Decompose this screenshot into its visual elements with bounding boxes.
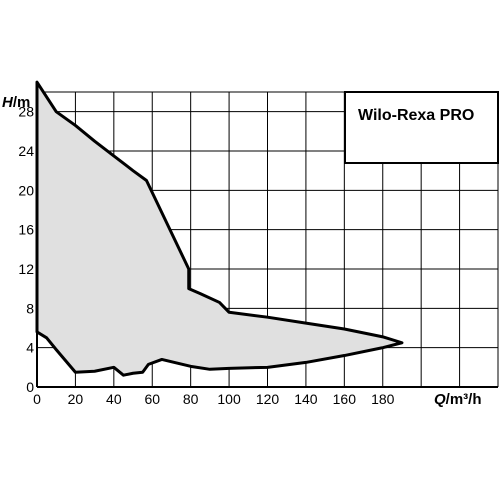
title-box bbox=[344, 91, 499, 164]
x-tick-label: 0 bbox=[33, 391, 41, 407]
chart-title: Wilo-Rexa PRO bbox=[358, 107, 474, 124]
x-axis-variable: Q bbox=[434, 391, 446, 408]
x-tick-label: 40 bbox=[106, 391, 122, 407]
axes bbox=[36, 92, 498, 388]
x-tick-label: 100 bbox=[217, 391, 241, 407]
y-axis-unit: /m bbox=[13, 94, 31, 111]
y-tick-labels: 0 4 8 12 16 20 24 28 bbox=[18, 104, 34, 395]
y-tick-label: 0 bbox=[26, 379, 34, 395]
y-tick-label: 16 bbox=[18, 222, 34, 238]
x-tick-label: 80 bbox=[183, 391, 199, 407]
x-tick-label: 20 bbox=[68, 391, 84, 407]
y-tick-label: 4 bbox=[26, 340, 34, 356]
x-tick-label: 60 bbox=[144, 391, 160, 407]
y-tick-label: 28 bbox=[18, 104, 34, 120]
y-tick-label: 24 bbox=[18, 143, 34, 159]
x-tick-label: 180 bbox=[371, 391, 395, 407]
y-tick-label: 8 bbox=[26, 300, 34, 316]
x-tick-labels: 0 20 40 60 80 100 120 140 160 180 bbox=[33, 391, 395, 407]
x-axis-unit: /m³/h bbox=[446, 391, 482, 408]
y-tick-label: 20 bbox=[18, 182, 34, 198]
x-tick-label: 140 bbox=[294, 391, 318, 407]
x-tick-label: 120 bbox=[256, 391, 280, 407]
y-axis-label: H/m bbox=[2, 94, 30, 111]
x-axis-label: Q/m³/h bbox=[434, 391, 482, 408]
x-tick-label: 160 bbox=[333, 391, 357, 407]
y-tick-label: 12 bbox=[18, 261, 34, 277]
operating-range-area bbox=[35, 80, 404, 377]
y-axis-variable: H bbox=[2, 94, 14, 111]
